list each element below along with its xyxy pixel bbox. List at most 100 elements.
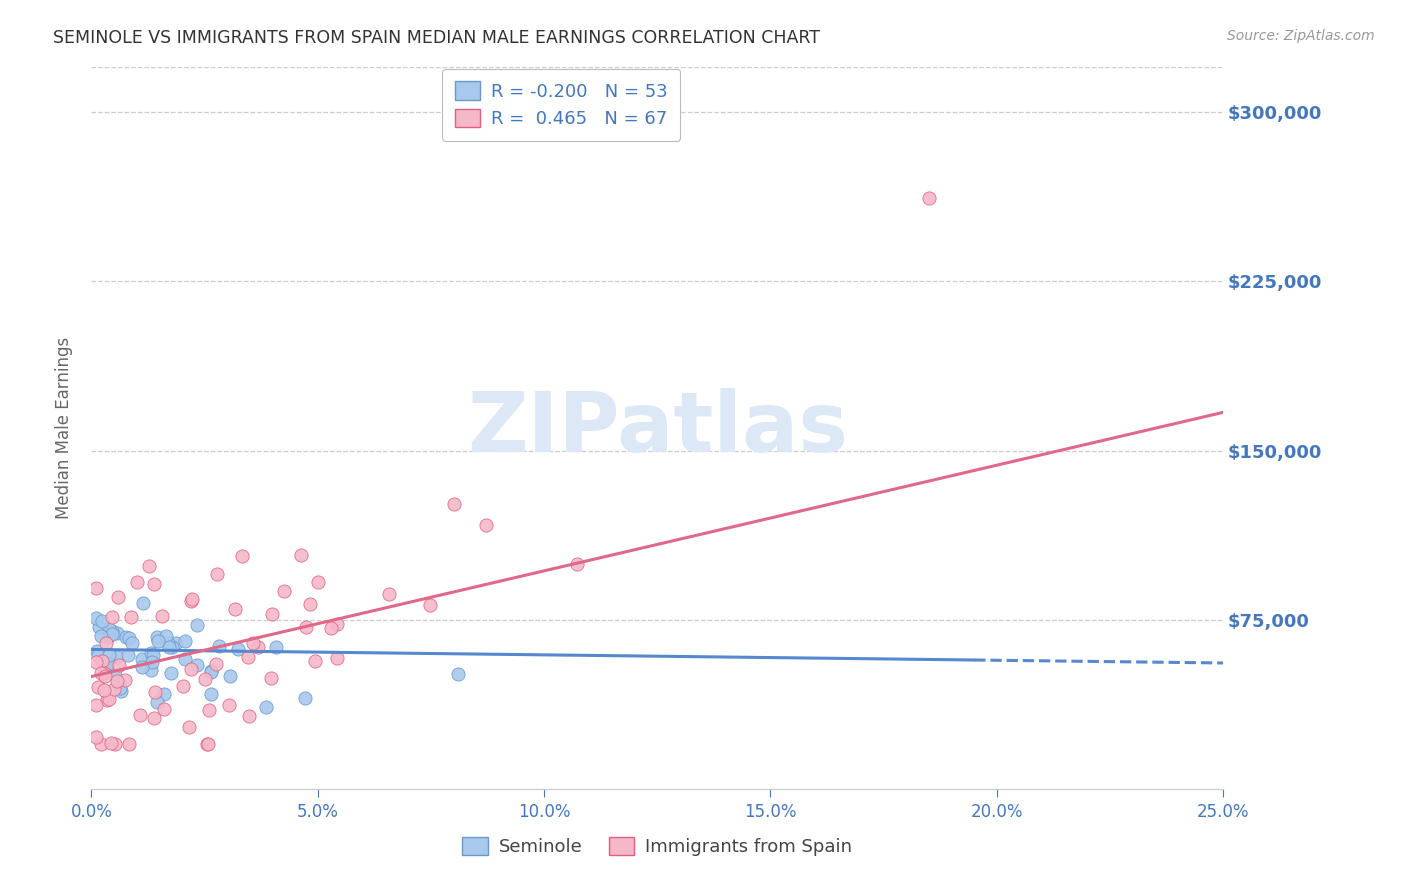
Text: ZIPatlas: ZIPatlas bbox=[467, 388, 848, 468]
Point bbox=[127, 574, 149, 589]
Point bbox=[179, 720, 201, 734]
Point bbox=[138, 558, 160, 573]
Point bbox=[224, 601, 246, 615]
Point bbox=[153, 702, 176, 716]
Point bbox=[98, 691, 121, 706]
Point bbox=[150, 608, 173, 623]
Point bbox=[103, 682, 125, 697]
Point bbox=[96, 631, 118, 645]
Point bbox=[93, 682, 115, 697]
Point bbox=[180, 594, 202, 608]
Point bbox=[180, 662, 202, 676]
Point bbox=[139, 646, 162, 660]
Point bbox=[197, 737, 219, 751]
Point bbox=[118, 631, 141, 645]
Point bbox=[294, 690, 316, 705]
Point bbox=[173, 634, 195, 648]
Point bbox=[307, 575, 329, 590]
Point bbox=[198, 703, 221, 717]
Point bbox=[260, 671, 283, 685]
Point bbox=[101, 626, 124, 640]
Point bbox=[139, 664, 162, 678]
Point bbox=[89, 620, 111, 634]
Point bbox=[90, 629, 112, 643]
Point bbox=[475, 517, 498, 532]
Point bbox=[159, 665, 181, 680]
Point bbox=[101, 624, 124, 639]
Point bbox=[326, 616, 349, 631]
Point bbox=[84, 581, 107, 595]
Point bbox=[228, 642, 250, 657]
Point bbox=[105, 650, 128, 665]
Point bbox=[194, 673, 217, 687]
Point bbox=[200, 687, 222, 701]
Point bbox=[208, 640, 231, 654]
Point bbox=[86, 644, 108, 658]
Point bbox=[246, 640, 269, 654]
Point bbox=[121, 635, 143, 649]
Point bbox=[108, 681, 131, 696]
Point bbox=[273, 584, 295, 599]
Point bbox=[447, 666, 470, 681]
Point bbox=[97, 622, 120, 636]
Point bbox=[114, 673, 136, 688]
Point bbox=[131, 652, 153, 666]
Point bbox=[143, 684, 166, 698]
Point bbox=[132, 596, 155, 610]
Point bbox=[142, 648, 165, 662]
Point bbox=[131, 660, 153, 674]
Point bbox=[117, 648, 139, 663]
Point bbox=[141, 655, 163, 669]
Point bbox=[205, 566, 228, 581]
Point bbox=[93, 666, 115, 681]
Point bbox=[565, 558, 588, 572]
Point bbox=[97, 656, 120, 670]
Point bbox=[325, 651, 347, 665]
Point bbox=[242, 636, 264, 650]
Point bbox=[238, 709, 260, 723]
Point bbox=[419, 599, 441, 613]
Point bbox=[104, 737, 127, 751]
Legend: Seminole, Immigrants from Spain: Seminole, Immigrants from Spain bbox=[456, 830, 859, 863]
Point bbox=[218, 669, 240, 683]
Point bbox=[128, 708, 150, 723]
Point bbox=[94, 635, 117, 649]
Point bbox=[90, 666, 112, 681]
Point bbox=[218, 698, 240, 713]
Point bbox=[254, 699, 277, 714]
Point bbox=[236, 649, 259, 664]
Point bbox=[172, 679, 194, 693]
Point bbox=[96, 692, 118, 706]
Point bbox=[84, 730, 107, 744]
Point bbox=[262, 607, 284, 621]
Point bbox=[84, 611, 107, 625]
Point bbox=[145, 695, 167, 709]
Point bbox=[231, 549, 253, 563]
Text: Source: ZipAtlas.com: Source: ZipAtlas.com bbox=[1227, 29, 1375, 43]
Point bbox=[101, 610, 124, 624]
Point bbox=[87, 680, 110, 694]
Point bbox=[91, 655, 114, 669]
Point bbox=[200, 665, 222, 679]
Point bbox=[97, 648, 120, 662]
Point bbox=[84, 655, 107, 669]
Point bbox=[173, 652, 195, 666]
Point bbox=[195, 737, 218, 751]
Point bbox=[108, 658, 131, 673]
Point bbox=[100, 736, 122, 750]
Point bbox=[157, 636, 180, 650]
Point bbox=[87, 648, 110, 662]
Point bbox=[107, 590, 129, 604]
Point bbox=[319, 622, 342, 636]
Point bbox=[143, 577, 166, 591]
Y-axis label: Median Male Earnings: Median Male Earnings bbox=[55, 337, 73, 519]
Point bbox=[378, 587, 401, 601]
Point bbox=[186, 618, 208, 632]
Point bbox=[114, 630, 136, 644]
Point bbox=[94, 657, 117, 671]
Point bbox=[110, 684, 132, 698]
Point bbox=[104, 667, 127, 681]
Point bbox=[107, 673, 129, 688]
Point bbox=[264, 640, 287, 655]
Point bbox=[117, 737, 139, 751]
